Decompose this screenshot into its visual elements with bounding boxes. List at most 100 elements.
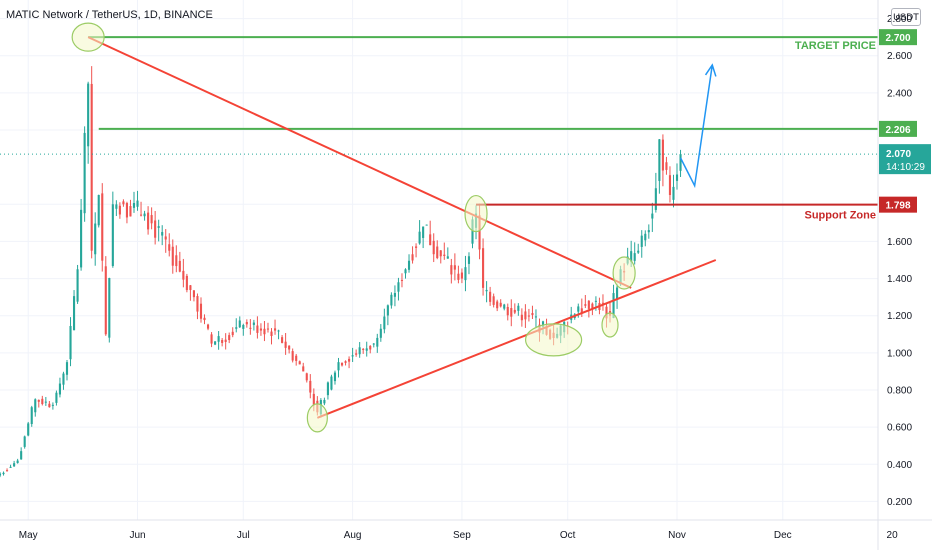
candle-body xyxy=(108,278,111,338)
candle-body xyxy=(203,317,206,321)
candle-body xyxy=(298,361,301,365)
candle-body xyxy=(284,341,287,348)
x-tick-label: Nov xyxy=(668,530,686,541)
candle-body xyxy=(460,272,463,279)
candle-body xyxy=(672,186,675,200)
candle-body xyxy=(651,213,654,219)
candle-body xyxy=(407,260,411,270)
candle-body xyxy=(400,279,404,281)
candle-body xyxy=(390,294,393,306)
candle-body xyxy=(383,316,386,330)
y-tick-label: 1.200 xyxy=(887,311,912,322)
candle-body xyxy=(393,293,396,297)
candle-body xyxy=(443,254,446,256)
candle-body xyxy=(72,296,76,331)
candle-body xyxy=(330,376,333,390)
candle-body xyxy=(217,336,220,342)
candle-body xyxy=(168,244,171,251)
candle-body xyxy=(245,322,248,325)
candle-body xyxy=(386,305,389,316)
candle-body xyxy=(439,250,442,257)
x-tick-label: 20 xyxy=(887,530,899,541)
candle-body xyxy=(23,436,26,447)
candle-body xyxy=(464,267,467,281)
candle-body xyxy=(291,351,294,361)
candle-body xyxy=(348,358,351,362)
candle-body xyxy=(365,348,368,351)
x-tick-label: Sep xyxy=(453,530,471,541)
candle-body xyxy=(372,343,375,345)
candle-body xyxy=(506,306,509,316)
candle-body xyxy=(210,334,213,344)
candle-body xyxy=(13,463,16,467)
candle-body xyxy=(199,303,203,319)
candle-body xyxy=(418,231,421,244)
y-tick-label: 1.600 xyxy=(887,237,912,248)
candle-body xyxy=(503,304,506,309)
candle-body xyxy=(605,306,608,319)
candle-body xyxy=(118,205,121,215)
candle-body xyxy=(20,451,23,460)
candle-body xyxy=(616,287,619,300)
candle-body xyxy=(429,234,432,246)
candle-body xyxy=(30,407,33,425)
highlight-ellipse xyxy=(601,312,619,338)
candle-body xyxy=(369,345,372,350)
currency-button[interactable]: USDT xyxy=(891,8,921,26)
candle-body xyxy=(80,209,83,268)
candle-body xyxy=(182,270,185,280)
candle-body xyxy=(524,311,527,320)
candle-body xyxy=(309,380,312,393)
candle-body xyxy=(164,236,167,240)
candle-body xyxy=(125,203,128,218)
level-price-badge xyxy=(879,29,917,46)
candle-body xyxy=(147,212,150,230)
candle-body xyxy=(263,328,266,335)
candle-body xyxy=(633,253,636,261)
candle-body xyxy=(647,230,650,233)
candle-body xyxy=(51,404,54,406)
candle-body xyxy=(446,256,449,259)
candle-body xyxy=(76,269,79,302)
candle-body xyxy=(224,339,227,342)
candle-body xyxy=(415,246,418,248)
candle-body xyxy=(541,321,545,327)
candlestick-series xyxy=(0,66,682,478)
candle-body xyxy=(601,302,605,304)
candle-body xyxy=(238,320,241,328)
level-price-badge xyxy=(879,120,917,137)
candle-body xyxy=(422,226,425,238)
candle-body xyxy=(192,290,195,298)
candle-body xyxy=(517,305,520,311)
candle-body xyxy=(178,260,181,272)
candle-body xyxy=(485,289,488,292)
candle-body xyxy=(499,302,502,307)
candle-body xyxy=(496,301,499,309)
candle-body xyxy=(154,220,157,238)
candle-body xyxy=(157,226,160,228)
trendline xyxy=(87,36,632,289)
x-tick-label: Dec xyxy=(774,530,792,541)
candle-body xyxy=(510,308,513,317)
candle-body xyxy=(252,322,255,325)
candle-body xyxy=(196,296,199,312)
level-price-label: 2.700 xyxy=(885,33,910,44)
candle-body xyxy=(661,139,664,171)
candle-body xyxy=(235,327,238,329)
candle-body xyxy=(411,254,414,261)
candle-body xyxy=(104,266,107,335)
candle-body xyxy=(221,340,224,343)
candle-body xyxy=(337,362,340,371)
candle-body xyxy=(214,341,217,345)
highlight-ellipse xyxy=(524,323,583,357)
candle-body xyxy=(436,246,439,259)
candle-body xyxy=(323,399,326,404)
candle-body xyxy=(630,251,633,262)
candle-body xyxy=(83,132,86,214)
candle-body xyxy=(37,399,40,402)
candle-body xyxy=(326,382,329,396)
candle-body xyxy=(577,306,580,312)
candle-body xyxy=(132,203,136,208)
